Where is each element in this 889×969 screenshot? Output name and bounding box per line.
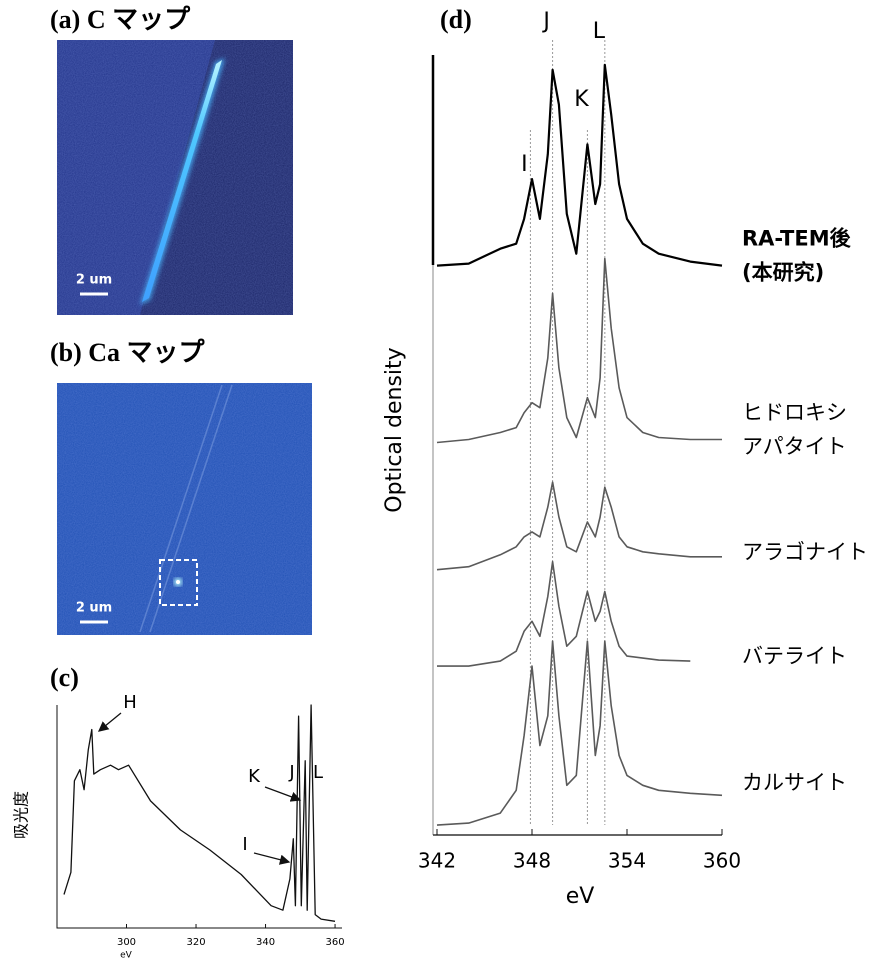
scale-label: 2 um	[76, 273, 112, 288]
panel-title: (a) C マップ	[50, 5, 191, 34]
x-axis-label: eV	[120, 951, 133, 961]
x-tick-label: 360	[703, 849, 741, 873]
annotation: H	[123, 692, 137, 713]
series-label: ヒドロキシ	[742, 400, 847, 424]
annotation: J	[288, 762, 294, 783]
x-tick-label: 300	[117, 937, 136, 948]
y-axis-label: 吸光度	[12, 791, 31, 839]
annotation: I	[242, 834, 247, 855]
x-tick-label: 340	[256, 937, 275, 948]
peak-label: I	[521, 152, 528, 177]
series-label: (本研究)	[742, 261, 824, 285]
x-tick-label: 354	[608, 849, 646, 873]
c-map-image	[57, 40, 293, 315]
annotation: L	[313, 762, 323, 783]
ca-map-image	[57, 383, 312, 635]
annotation-arrow	[253, 852, 291, 865]
annotation-arrow	[264, 786, 302, 802]
x-tick-label: 342	[418, 849, 456, 873]
spectrum-line	[436, 481, 722, 571]
spectrum-line	[436, 257, 722, 444]
spectrum-line	[437, 560, 691, 667]
annotation-arrow	[97, 712, 122, 732]
x-tick-label: 320	[186, 937, 205, 948]
series-label: バテライト	[742, 644, 847, 668]
panel-title: (c)	[50, 663, 79, 692]
peak-label: J	[541, 9, 550, 34]
axis	[56, 705, 342, 929]
spectrum-line	[436, 63, 723, 267]
x-axis-label: eV	[566, 884, 595, 909]
series-label: アラゴナイト	[742, 540, 868, 564]
peak-label: L	[593, 19, 606, 44]
y-axis-label: Optical density	[382, 347, 407, 512]
series-label: アパタイト	[742, 434, 847, 458]
series-label: RA-TEM後	[742, 227, 852, 251]
scale-label: 2 um	[76, 601, 112, 616]
spectrum-line	[436, 640, 723, 826]
series-label: カルサイト	[742, 770, 847, 794]
panel-title: (d)	[440, 5, 472, 34]
panel-title: (b) Ca マップ	[50, 338, 206, 367]
x-tick-label: 360	[326, 937, 345, 948]
spectrum-line	[63, 704, 336, 922]
x-tick-label: 348	[513, 849, 551, 873]
annotation: K	[248, 766, 261, 787]
peak-label: K	[574, 87, 589, 112]
